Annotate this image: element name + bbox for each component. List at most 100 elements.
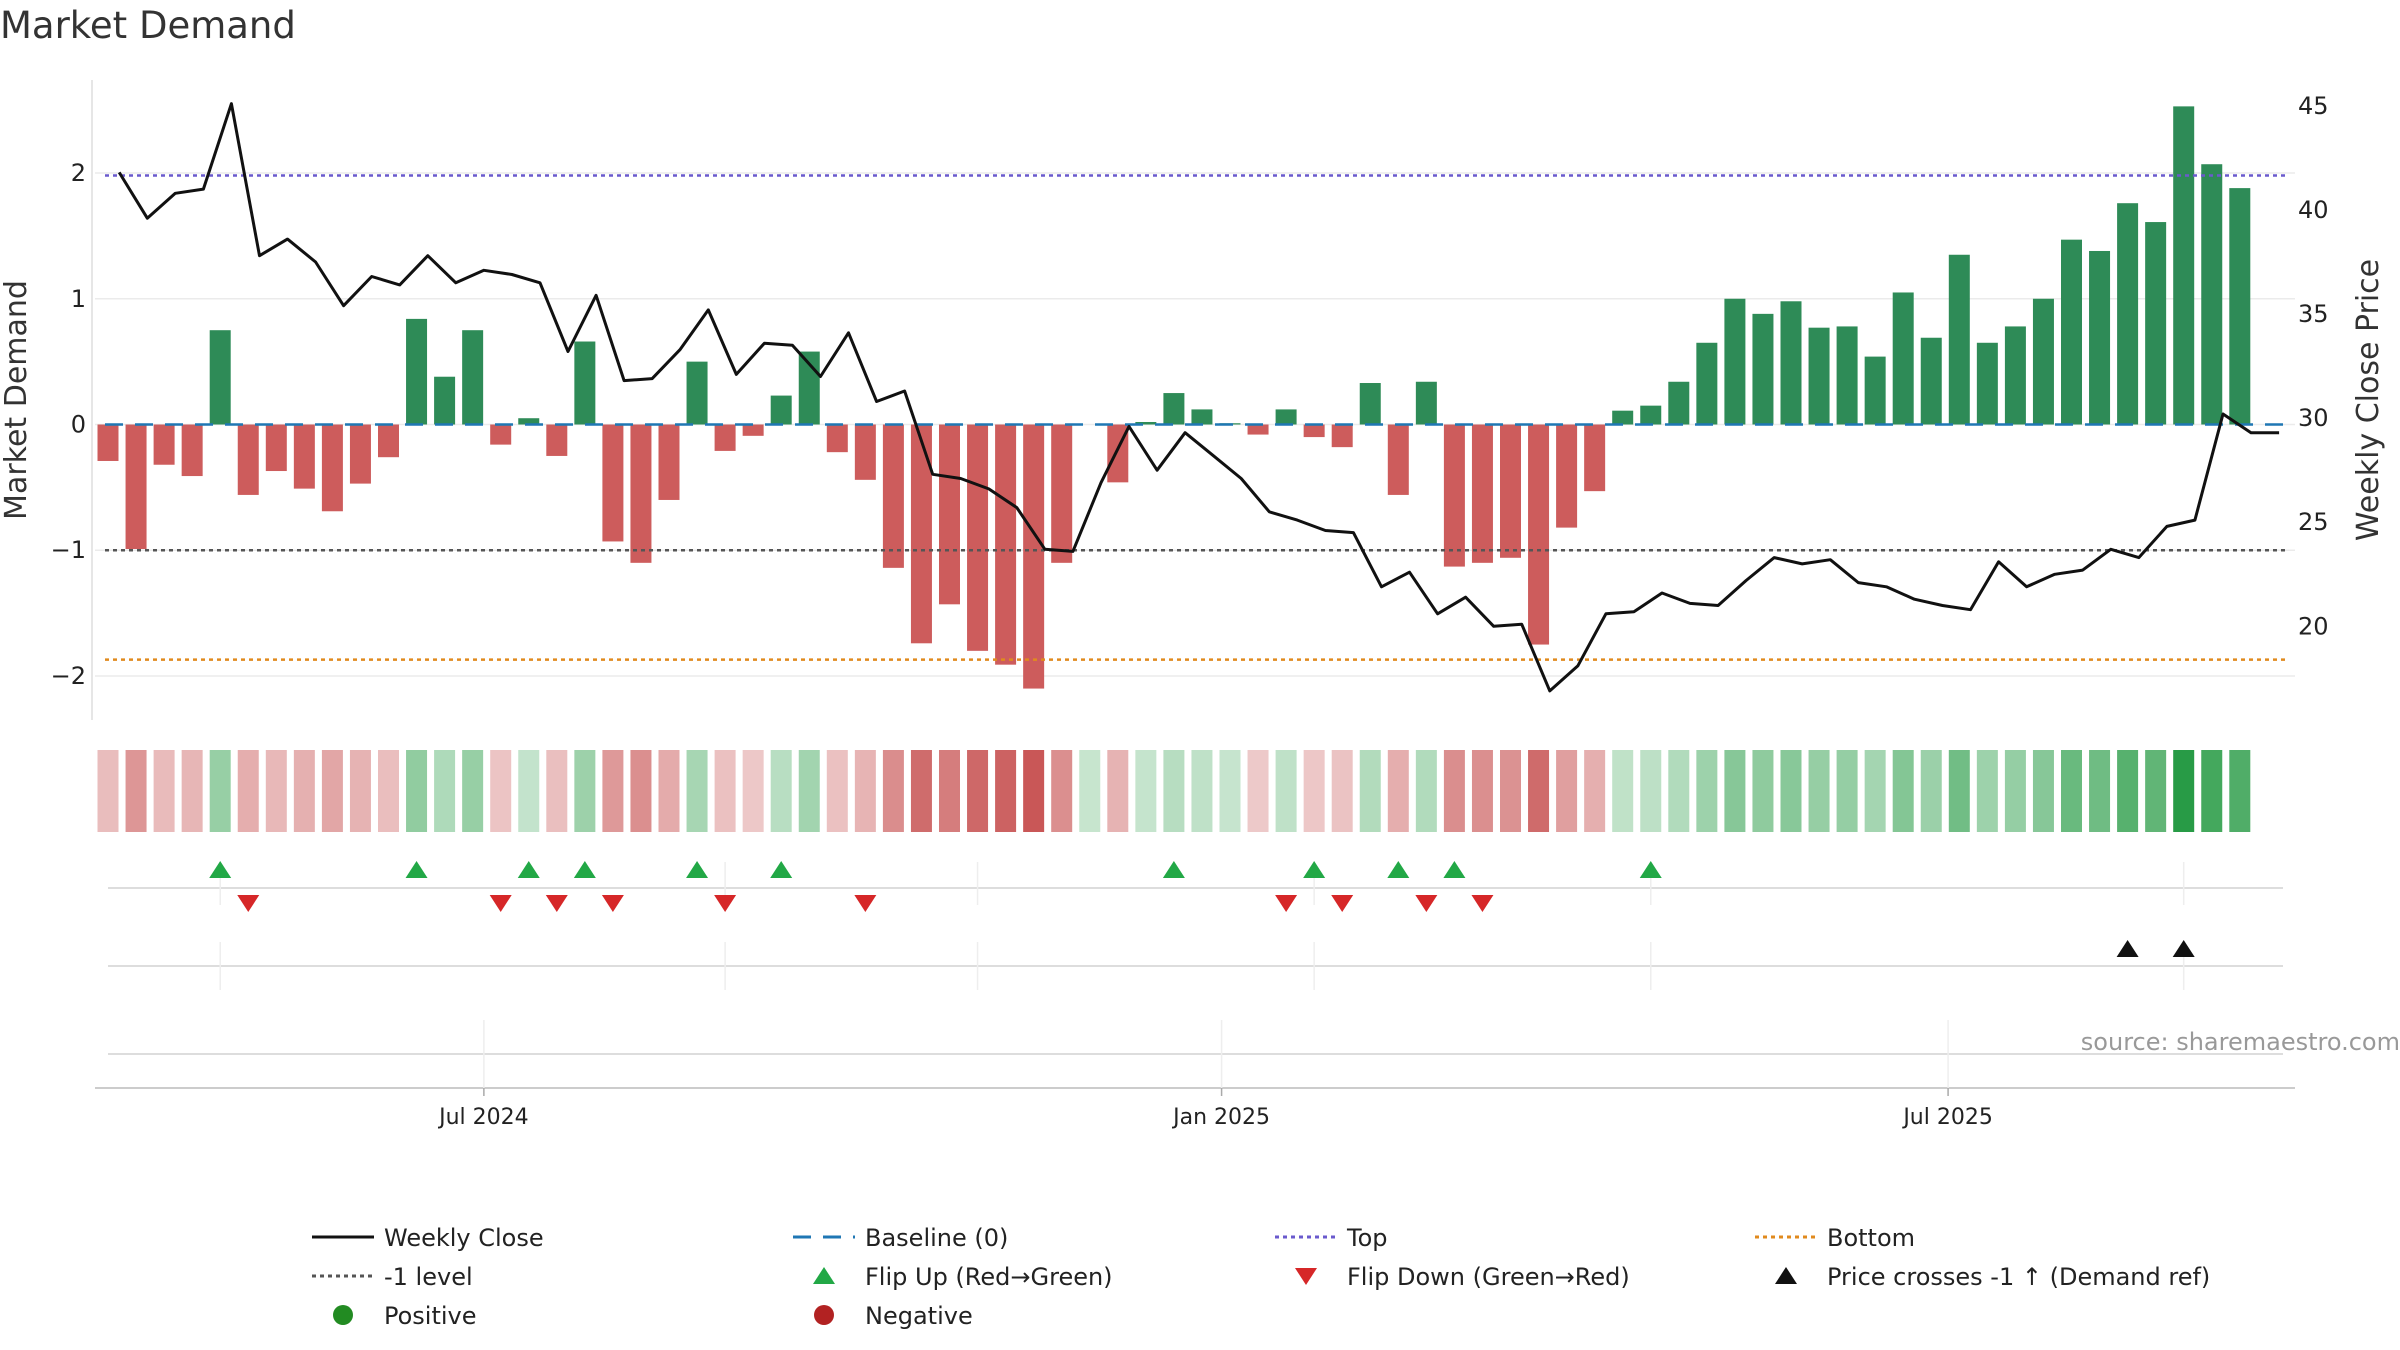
demand-bar-9	[349, 424, 371, 484]
demand-bar-72	[2117, 203, 2139, 425]
flip-up-marker-7	[1303, 861, 1326, 878]
y-tick-right-4: 25	[2298, 508, 2329, 536]
strip-cell-2	[153, 750, 175, 832]
strip-cell-67	[1976, 750, 1998, 832]
demand-bar-57	[1696, 342, 1718, 425]
legend-label-2: Top	[1346, 1224, 1388, 1252]
chart-title: Market Demand	[0, 4, 296, 47]
legend-label-9: Negative	[865, 1302, 973, 1330]
demand-bar-27	[854, 424, 876, 480]
strip-cell-12	[434, 750, 456, 832]
source-label: source: sharemaestro.com	[2081, 1028, 2400, 1056]
demand-bar-10	[378, 424, 399, 458]
demand-bar-17	[574, 341, 596, 425]
price-cross-marker-0	[2116, 940, 2139, 957]
demand-bar-58	[1724, 298, 1746, 425]
strip-cell-7	[293, 750, 315, 832]
demand-bar-70	[2061, 239, 2082, 425]
legend-label-7: Price crosses -1 ↑ (Demand ref)	[1827, 1263, 2210, 1291]
demand-bars	[97, 106, 2251, 689]
demand-bar-28	[882, 424, 904, 568]
strip-cell-40	[1219, 750, 1241, 832]
demand-bar-50	[1500, 424, 1521, 558]
demand-bar-23	[742, 424, 764, 436]
weekly-close-polyline	[117, 102, 2280, 693]
strip-cell-14	[490, 750, 512, 832]
demand-bar-15	[518, 418, 540, 425]
demand-bar-24	[770, 395, 792, 425]
demand-bar-22	[714, 424, 736, 451]
strip-cell-62	[1836, 750, 1858, 832]
flip-down-marker-8	[1415, 895, 1438, 912]
legend-swatch-9	[814, 1305, 834, 1325]
flip-down-marker-1	[489, 895, 512, 912]
demand-bar-31	[967, 424, 989, 651]
legend-label-6: Flip Down (Green→Red)	[1347, 1263, 1630, 1291]
strip-cell-64	[1892, 750, 1914, 832]
y-tick-left-0: 2	[71, 159, 86, 187]
flip-down-marker-6	[1275, 895, 1298, 912]
strip-cell-34	[1051, 750, 1073, 832]
strip-cell-5	[237, 750, 259, 832]
demand-heat-strip	[97, 750, 2251, 832]
y-tick-left-3: −1	[51, 536, 86, 564]
y-tick-right-2: 35	[2298, 300, 2329, 328]
strip-cell-44	[1331, 750, 1353, 832]
demand-bar-19	[630, 424, 652, 563]
strip-cell-46	[1387, 750, 1409, 832]
strip-cell-42	[1275, 750, 1297, 832]
demand-bar-59	[1752, 313, 1774, 425]
strip-cell-48	[1443, 750, 1465, 832]
flip-up-marker-5	[770, 861, 793, 878]
demand-bar-8	[321, 424, 343, 512]
strip-cell-27	[854, 750, 876, 832]
demand-bar-33	[1023, 424, 1045, 689]
strip-cell-6	[265, 750, 287, 832]
strip-cell-1	[125, 750, 147, 832]
strip-cell-35	[1079, 750, 1101, 832]
legend-swatch-6	[1295, 1268, 1317, 1285]
demand-bar-67	[1976, 342, 1998, 425]
demand-bar-60	[1780, 301, 1802, 425]
demand-bar-56	[1668, 381, 1690, 425]
demand-bar-53	[1584, 424, 1606, 492]
demand-bar-54	[1612, 410, 1634, 425]
y-tick-right-1: 40	[2298, 196, 2329, 224]
flip-down-marker-3	[601, 895, 624, 912]
x-axis: Jul 2024 Jan 2025 Jul 2025	[95, 1020, 2295, 1130]
demand-bar-18	[602, 424, 624, 542]
demand-bar-39	[1191, 409, 1213, 425]
strip-cell-38	[1163, 750, 1185, 832]
demand-bar-29	[910, 424, 932, 644]
strip-cell-11	[406, 750, 428, 832]
demand-bar-30	[939, 424, 960, 605]
strip-cell-25	[798, 750, 820, 832]
demand-bar-26	[826, 424, 848, 453]
legend-label-3: Bottom	[1827, 1224, 1915, 1252]
demand-bar-16	[546, 424, 568, 456]
demand-bar-41	[1247, 424, 1269, 435]
demand-bar-71	[2089, 250, 2111, 425]
strip-cell-54	[1612, 750, 1634, 832]
flip-down-marker-5	[854, 895, 877, 912]
strip-cell-3	[181, 750, 203, 832]
strip-cell-36	[1107, 750, 1129, 832]
demand-bar-11	[406, 318, 428, 425]
strip-cell-8	[321, 750, 343, 832]
demand-bar-66	[1948, 254, 1970, 425]
demand-bar-44	[1331, 424, 1353, 448]
strip-cell-60	[1780, 750, 1802, 832]
flip-up-marker-10	[1639, 861, 1662, 878]
demand-bar-64	[1892, 292, 1914, 425]
strip-cell-31	[967, 750, 989, 832]
strip-cell-68	[2004, 750, 2026, 832]
strip-cell-69	[2032, 750, 2054, 832]
demand-bar-52	[1556, 424, 1578, 528]
demand-bar-2	[153, 424, 175, 465]
demand-bar-63	[1864, 356, 1886, 425]
legend-swatch-8	[333, 1305, 353, 1325]
strip-cell-39	[1191, 750, 1213, 832]
strip-cell-72	[2117, 750, 2139, 832]
strip-cell-63	[1864, 750, 1886, 832]
strip-cell-33	[1023, 750, 1045, 832]
